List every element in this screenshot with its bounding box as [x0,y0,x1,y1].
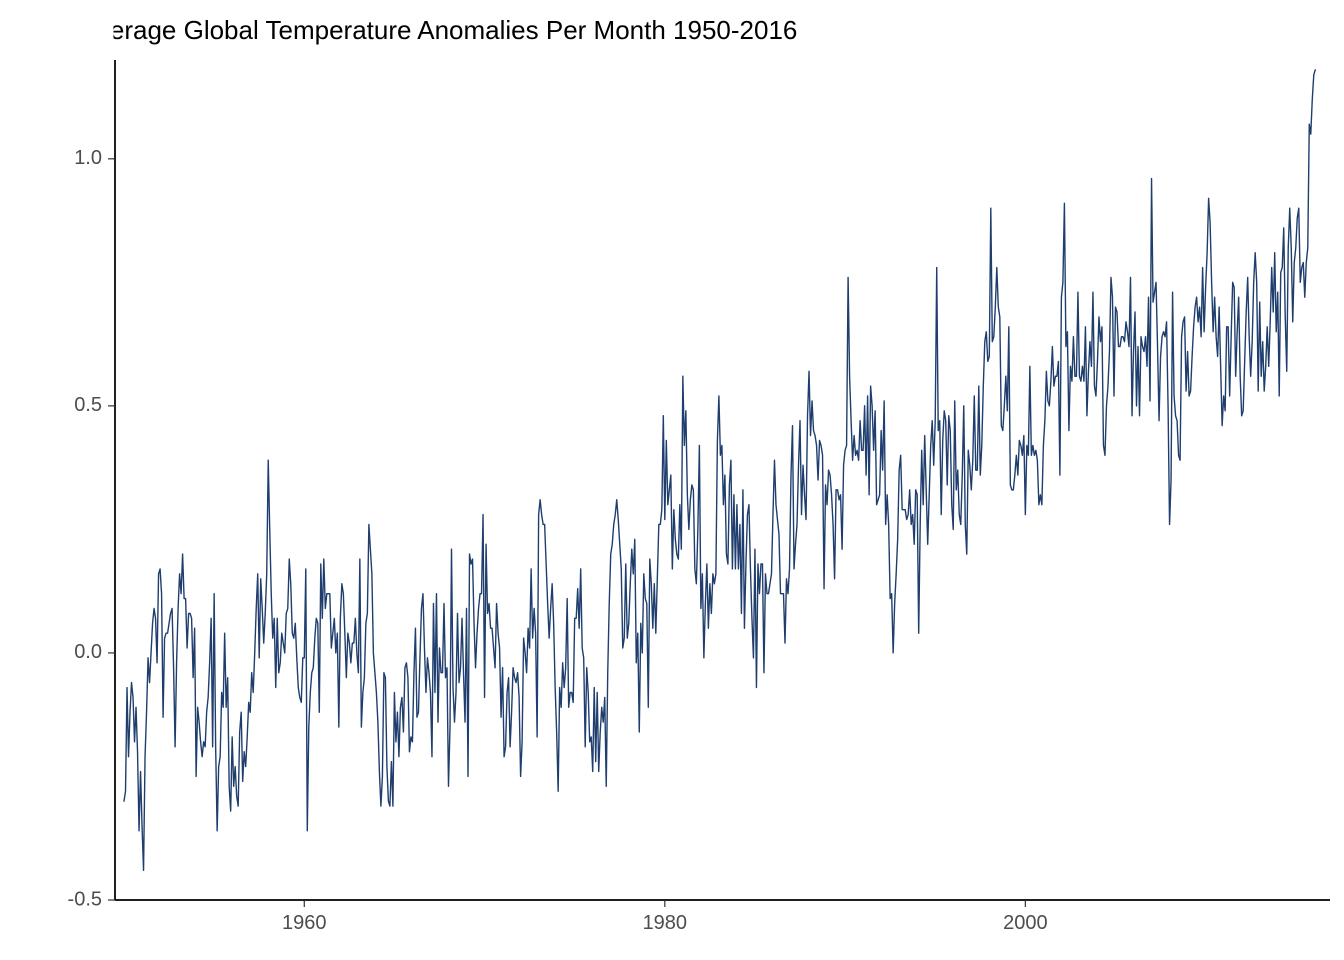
svg-text:1960: 1960 [282,912,327,934]
svg-text:0.0: 0.0 [74,641,102,663]
svg-text:0.5: 0.5 [74,394,102,416]
svg-text:1980: 1980 [643,912,688,934]
chart-container: Average Global Temperature Anomalies Per… [0,0,1344,960]
svg-text:-0.5: -0.5 [68,888,102,910]
line-chart: -0.50.00.51.0196019802000-0.50.00.51.019… [0,0,1344,960]
svg-text:2000: 2000 [1003,912,1048,934]
temperature-anomaly-line [124,70,1315,870]
svg-text:1.0: 1.0 [74,147,102,169]
